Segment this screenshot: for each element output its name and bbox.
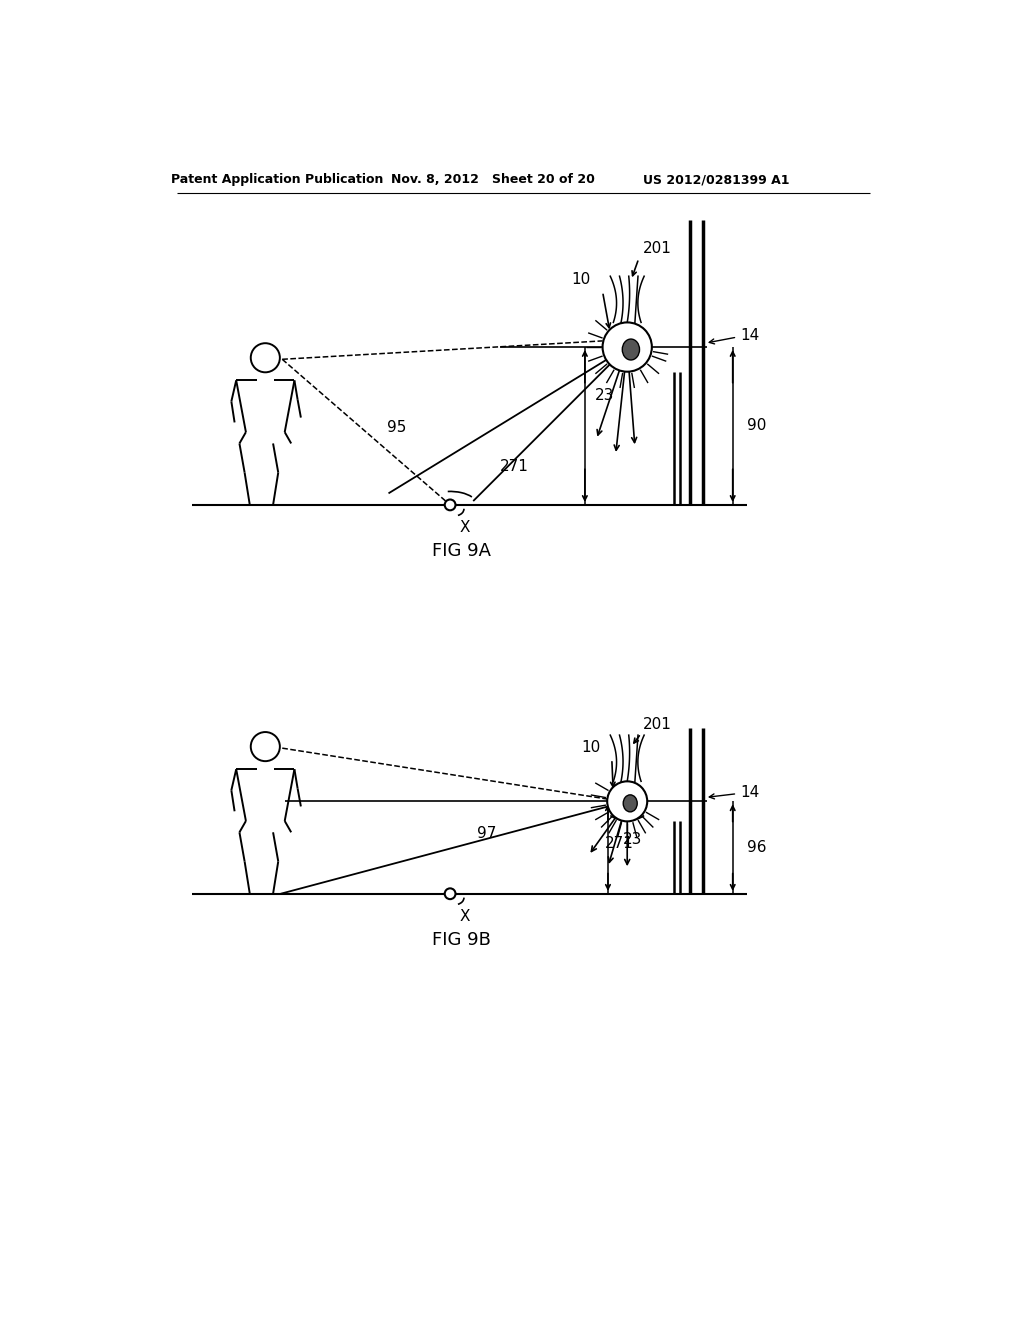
Text: 201: 201 — [643, 717, 672, 731]
Text: 96: 96 — [746, 840, 766, 855]
Text: X: X — [460, 520, 470, 536]
Circle shape — [444, 499, 456, 511]
Text: 271: 271 — [605, 836, 634, 851]
Text: US 2012/0281399 A1: US 2012/0281399 A1 — [642, 173, 790, 186]
Text: 201: 201 — [643, 242, 672, 256]
Text: Nov. 8, 2012   Sheet 20 of 20: Nov. 8, 2012 Sheet 20 of 20 — [390, 173, 594, 186]
Text: 271: 271 — [500, 459, 529, 474]
Text: 90: 90 — [746, 418, 766, 433]
Text: 14: 14 — [740, 327, 760, 343]
Text: 10: 10 — [581, 741, 600, 755]
Text: FIG 9A: FIG 9A — [432, 543, 492, 560]
Text: 23: 23 — [594, 388, 613, 403]
Circle shape — [444, 888, 456, 899]
Text: X: X — [460, 909, 470, 924]
Circle shape — [602, 322, 652, 372]
Circle shape — [607, 781, 647, 821]
Text: FIG 9B: FIG 9B — [432, 931, 492, 949]
Text: Patent Application Publication: Patent Application Publication — [171, 173, 383, 186]
Ellipse shape — [623, 339, 640, 360]
Text: 23: 23 — [624, 833, 643, 847]
Ellipse shape — [624, 795, 637, 812]
Text: 95: 95 — [386, 420, 406, 436]
Text: 97: 97 — [477, 826, 497, 841]
Text: 14: 14 — [740, 784, 760, 800]
Text: 10: 10 — [571, 272, 590, 286]
